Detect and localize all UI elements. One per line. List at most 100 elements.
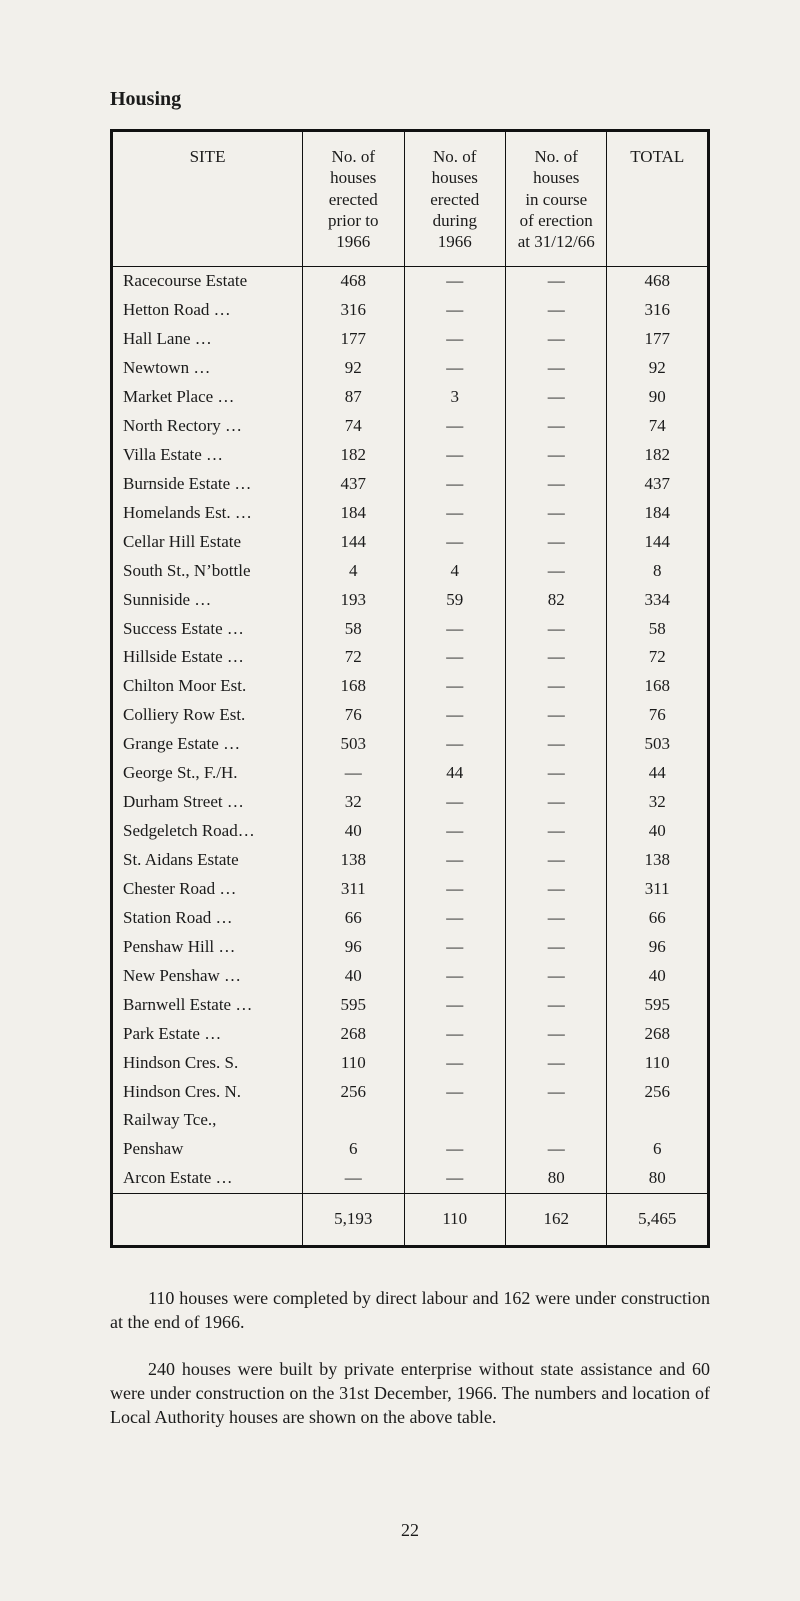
section-heading: Housing — [110, 88, 710, 111]
table-cell: Chilton Moor Est. — [112, 672, 303, 701]
table-cell: Success Estate … — [112, 615, 303, 644]
table-row: Sunniside …1935982334 — [112, 586, 709, 615]
table-cell: 90 — [607, 383, 709, 412]
table-cell: 96 — [303, 933, 404, 962]
table-row: Market Place …873—90 — [112, 383, 709, 412]
table-row: Colliery Row Est.76——76 — [112, 701, 709, 730]
table-cell: 58 — [607, 615, 709, 644]
table-cell: 437 — [607, 470, 709, 499]
table-cell: 74 — [303, 412, 404, 441]
table-row: Railway Tce., — [112, 1106, 709, 1135]
table-row: Park Estate …268——268 — [112, 1020, 709, 1049]
table-cell: 268 — [303, 1020, 404, 1049]
table-cell: 110 — [607, 1049, 709, 1078]
table-cell — [303, 1106, 404, 1135]
table-cell: 311 — [607, 875, 709, 904]
table-total-cell: 110 — [404, 1194, 505, 1247]
table-row: Chilton Moor Est.168——168 — [112, 672, 709, 701]
table-cell: — — [506, 759, 607, 788]
table-cell: 59 — [404, 586, 505, 615]
table-cell: Colliery Row Est. — [112, 701, 303, 730]
table-totals-row: 5,1931101625,465 — [112, 1194, 709, 1247]
table-cell: — — [506, 672, 607, 701]
table-cell: — — [404, 991, 505, 1020]
table-row: New Penshaw …40——40 — [112, 962, 709, 991]
table-row: Barnwell Estate …595——595 — [112, 991, 709, 1020]
table-cell: — — [506, 962, 607, 991]
table-cell: Grange Estate … — [112, 730, 303, 759]
table-cell: Penshaw Hill … — [112, 933, 303, 962]
housing-table: SITE No. ofhouseserectedprior to1966 No.… — [110, 129, 710, 1248]
table-cell: 316 — [607, 296, 709, 325]
table-cell — [607, 1106, 709, 1135]
table-cell: Hetton Road … — [112, 296, 303, 325]
table-cell: 182 — [607, 441, 709, 470]
table-cell: 256 — [607, 1078, 709, 1107]
table-cell: 44 — [404, 759, 505, 788]
table-cell: 144 — [303, 528, 404, 557]
table-cell: Barnwell Estate … — [112, 991, 303, 1020]
table-cell: 182 — [303, 441, 404, 470]
table-cell: 334 — [607, 586, 709, 615]
table-cell: — — [404, 615, 505, 644]
table-cell: Hillside Estate … — [112, 643, 303, 672]
table-row: Hindson Cres. S.110——110 — [112, 1049, 709, 1078]
table-cell: George St., F./H. — [112, 759, 303, 788]
table-row: Station Road …66——66 — [112, 904, 709, 933]
table-cell: 311 — [303, 875, 404, 904]
table-cell: 138 — [607, 846, 709, 875]
table-cell: — — [404, 875, 505, 904]
table-cell: 3 — [404, 383, 505, 412]
table-cell: 96 — [607, 933, 709, 962]
table-cell: — — [303, 759, 404, 788]
table-cell: — — [506, 730, 607, 759]
table-row: Grange Estate …503——503 — [112, 730, 709, 759]
table-cell: 58 — [303, 615, 404, 644]
table-cell: 503 — [303, 730, 404, 759]
table-cell: Homelands Est. … — [112, 499, 303, 528]
table-row: Durham Street …32——32 — [112, 788, 709, 817]
table-cell: — — [506, 1078, 607, 1107]
table-row: Hetton Road …316——316 — [112, 296, 709, 325]
table-cell: — — [506, 441, 607, 470]
table-cell: 503 — [607, 730, 709, 759]
table-cell: — — [506, 383, 607, 412]
table-cell: Arcon Estate … — [112, 1164, 303, 1193]
table-cell: St. Aidans Estate — [112, 846, 303, 875]
table-cell — [404, 1106, 505, 1135]
table-cell: 87 — [303, 383, 404, 412]
table-cell: — — [404, 730, 505, 759]
table-cell: — — [506, 528, 607, 557]
table-cell: 40 — [607, 962, 709, 991]
table-cell: 184 — [607, 499, 709, 528]
table-cell: Railway Tce., — [112, 1106, 303, 1135]
table-row: Penshaw6——6 — [112, 1135, 709, 1164]
table-row: Villa Estate …182——182 — [112, 441, 709, 470]
table-cell: 268 — [607, 1020, 709, 1049]
table-cell: — — [404, 701, 505, 730]
table-cell: — — [404, 904, 505, 933]
table-cell: — — [506, 875, 607, 904]
table-row: Hall Lane …177——177 — [112, 325, 709, 354]
table-cell: — — [506, 325, 607, 354]
table-cell: — — [404, 1049, 505, 1078]
table-cell: Penshaw — [112, 1135, 303, 1164]
table-cell: — — [506, 643, 607, 672]
table-cell: — — [404, 528, 505, 557]
table-cell: — — [506, 701, 607, 730]
paragraph-2: 240 houses were built by private enterpr… — [110, 1357, 710, 1430]
table-row: Burnside Estate …437——437 — [112, 470, 709, 499]
table-cell: North Rectory … — [112, 412, 303, 441]
table-cell: 177 — [607, 325, 709, 354]
table-cell: 316 — [303, 296, 404, 325]
table-cell: Sunniside … — [112, 586, 303, 615]
col-prior: No. ofhouseserectedprior to1966 — [303, 131, 404, 267]
table-cell: Durham Street … — [112, 788, 303, 817]
table-cell: 4 — [404, 557, 505, 586]
table-cell: 66 — [607, 904, 709, 933]
table-total-cell — [112, 1194, 303, 1247]
table-cell: 92 — [607, 354, 709, 383]
table-cell: — — [506, 557, 607, 586]
table-cell: — — [506, 470, 607, 499]
table-cell: Sedgeletch Road… — [112, 817, 303, 846]
